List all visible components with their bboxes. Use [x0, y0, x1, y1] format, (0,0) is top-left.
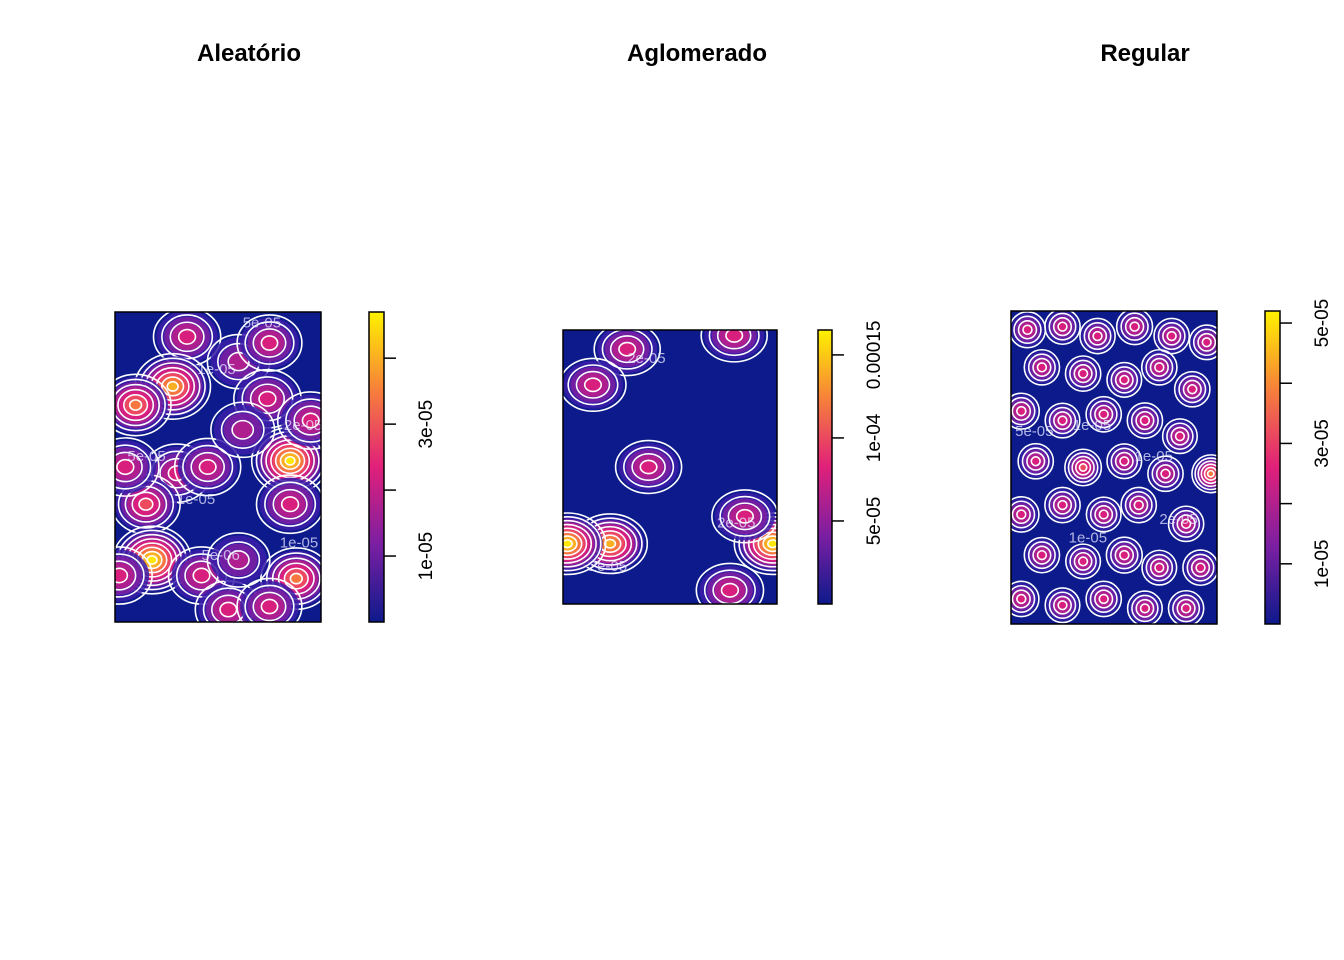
density-peak	[1085, 395, 1123, 433]
map-frame	[562, 329, 778, 605]
contour-label: 2e-05	[284, 417, 322, 434]
density-peak	[1161, 418, 1199, 455]
colorbar-scale	[368, 311, 385, 623]
density-peak	[1182, 549, 1217, 587]
contour-label: 1e-05	[197, 361, 235, 378]
density-peak	[1044, 311, 1081, 346]
density-peak	[1023, 536, 1061, 574]
density-peak	[1126, 590, 1163, 624]
density-peak	[1153, 317, 1191, 355]
contour-label: 5e-05	[127, 448, 165, 465]
density-peak	[115, 437, 160, 497]
density-peak	[206, 532, 271, 588]
density-peak	[614, 439, 683, 495]
density-peak	[1120, 486, 1158, 524]
map-frame	[1010, 310, 1218, 625]
density-peak	[1011, 496, 1040, 533]
density-peak	[1115, 311, 1154, 346]
density-peak	[1044, 486, 1081, 524]
colorbar-tick-label: 5e-05	[1312, 299, 1333, 348]
density-peak	[1017, 442, 1055, 480]
panel-regular: Regular 1e-05 1e-05 2e-05 1e-05 5e-05 1e-05 3…	[1010, 40, 1333, 625]
density-peak	[1085, 496, 1122, 533]
density-peak	[1079, 317, 1116, 355]
contour-label: 1e-05	[1073, 417, 1111, 434]
contour-label: 5e-06	[202, 547, 240, 564]
density-peak	[1044, 587, 1081, 624]
colorbar-tick-label: 5e-05	[864, 497, 885, 546]
density-peak	[1126, 402, 1164, 439]
contour-label: 2e-05	[717, 514, 755, 531]
colorbar: 1e-05 3e-05 5e-05	[1264, 299, 1333, 625]
contour-label: 1e-05	[280, 535, 318, 552]
density-peak	[1064, 355, 1102, 393]
density-peak	[1140, 348, 1178, 386]
density-peak	[1191, 454, 1217, 494]
density-peak	[1011, 311, 1047, 349]
contour-label: 5e-05	[243, 315, 281, 332]
panel-title: Aleatório	[197, 40, 301, 67]
contour-label: 1e-05	[1069, 530, 1107, 547]
density-peak	[152, 312, 222, 367]
density-peak	[1011, 580, 1040, 618]
contour-label: 1e-05	[1135, 448, 1173, 465]
density-peak	[695, 562, 765, 604]
panel-title: Regular	[1100, 40, 1189, 67]
density-peak	[1106, 443, 1143, 480]
density-map: 2e-05 2e-05 2e-05	[563, 330, 777, 604]
colorbar-tick-label: 1e-05	[416, 532, 437, 581]
density-peak	[1023, 348, 1061, 386]
density-peak	[563, 357, 627, 412]
density-peak	[236, 577, 303, 622]
colorbar-scale	[817, 329, 833, 605]
panel-title: Aglomerado	[627, 40, 767, 67]
density-peak	[1141, 549, 1178, 586]
density-peak	[1167, 505, 1205, 543]
density-map: 1e-05 1e-05 2e-05 1e-05 5e-05	[1011, 311, 1217, 624]
density-peak	[711, 489, 777, 544]
colorbar-tick-label: 3e-05	[1312, 419, 1333, 468]
colorbar-tick-label: 1e-05	[1312, 540, 1333, 589]
density-peak	[1105, 536, 1144, 574]
density-peak	[1173, 370, 1211, 408]
density-peak	[1044, 402, 1081, 439]
colorbar-tick-label: 1e-04	[864, 413, 885, 462]
density-peak	[1147, 455, 1184, 493]
colorbar: 5e-05 1e-04 0.00015	[817, 321, 885, 605]
colorbar-tick-label: 3e-05	[416, 400, 437, 449]
contour-label: 1e-05	[177, 491, 215, 508]
density-peak	[593, 330, 661, 377]
contour-label: 2e-05	[1159, 511, 1197, 528]
contour-label: 5e-05	[1015, 423, 1053, 440]
density-peak	[700, 330, 768, 363]
density-peak	[1106, 361, 1143, 398]
colorbar-tick-label: 0.00015	[864, 321, 885, 390]
density-peak	[210, 401, 276, 459]
density-peak	[1167, 589, 1205, 624]
density-peak	[276, 391, 321, 450]
density-peak	[115, 373, 172, 437]
density-peak	[563, 512, 607, 576]
density-peak	[1085, 580, 1123, 618]
density-peak	[255, 474, 321, 535]
density-peak	[1064, 448, 1103, 487]
density-peak	[115, 546, 153, 605]
density-peak	[173, 437, 242, 497]
density-peak	[1188, 324, 1217, 361]
colorbar: 1e-05 3e-05	[368, 311, 437, 623]
panel-aglomerado: Aglomerado 2e-05 2e-05 2e-05 5e-05 1e-04 0.0…	[562, 40, 885, 605]
density-peak	[236, 314, 303, 372]
contour-label: 2e-05	[589, 558, 627, 575]
colorbar-scale	[1264, 310, 1281, 625]
density-map: 5e-05 1e-05 5e-05 1e-05 2e-05 5e-06 1e-05	[115, 312, 322, 622]
panel-aleatorio: Aleatório 5e-05 1e-05 5e-05 1e-05 2e-05 5e-06…	[114, 40, 437, 623]
density-peak	[1065, 543, 1102, 580]
map-frame	[114, 311, 322, 623]
density-peak	[1011, 392, 1041, 430]
contour-label: 2e-05	[627, 350, 665, 367]
